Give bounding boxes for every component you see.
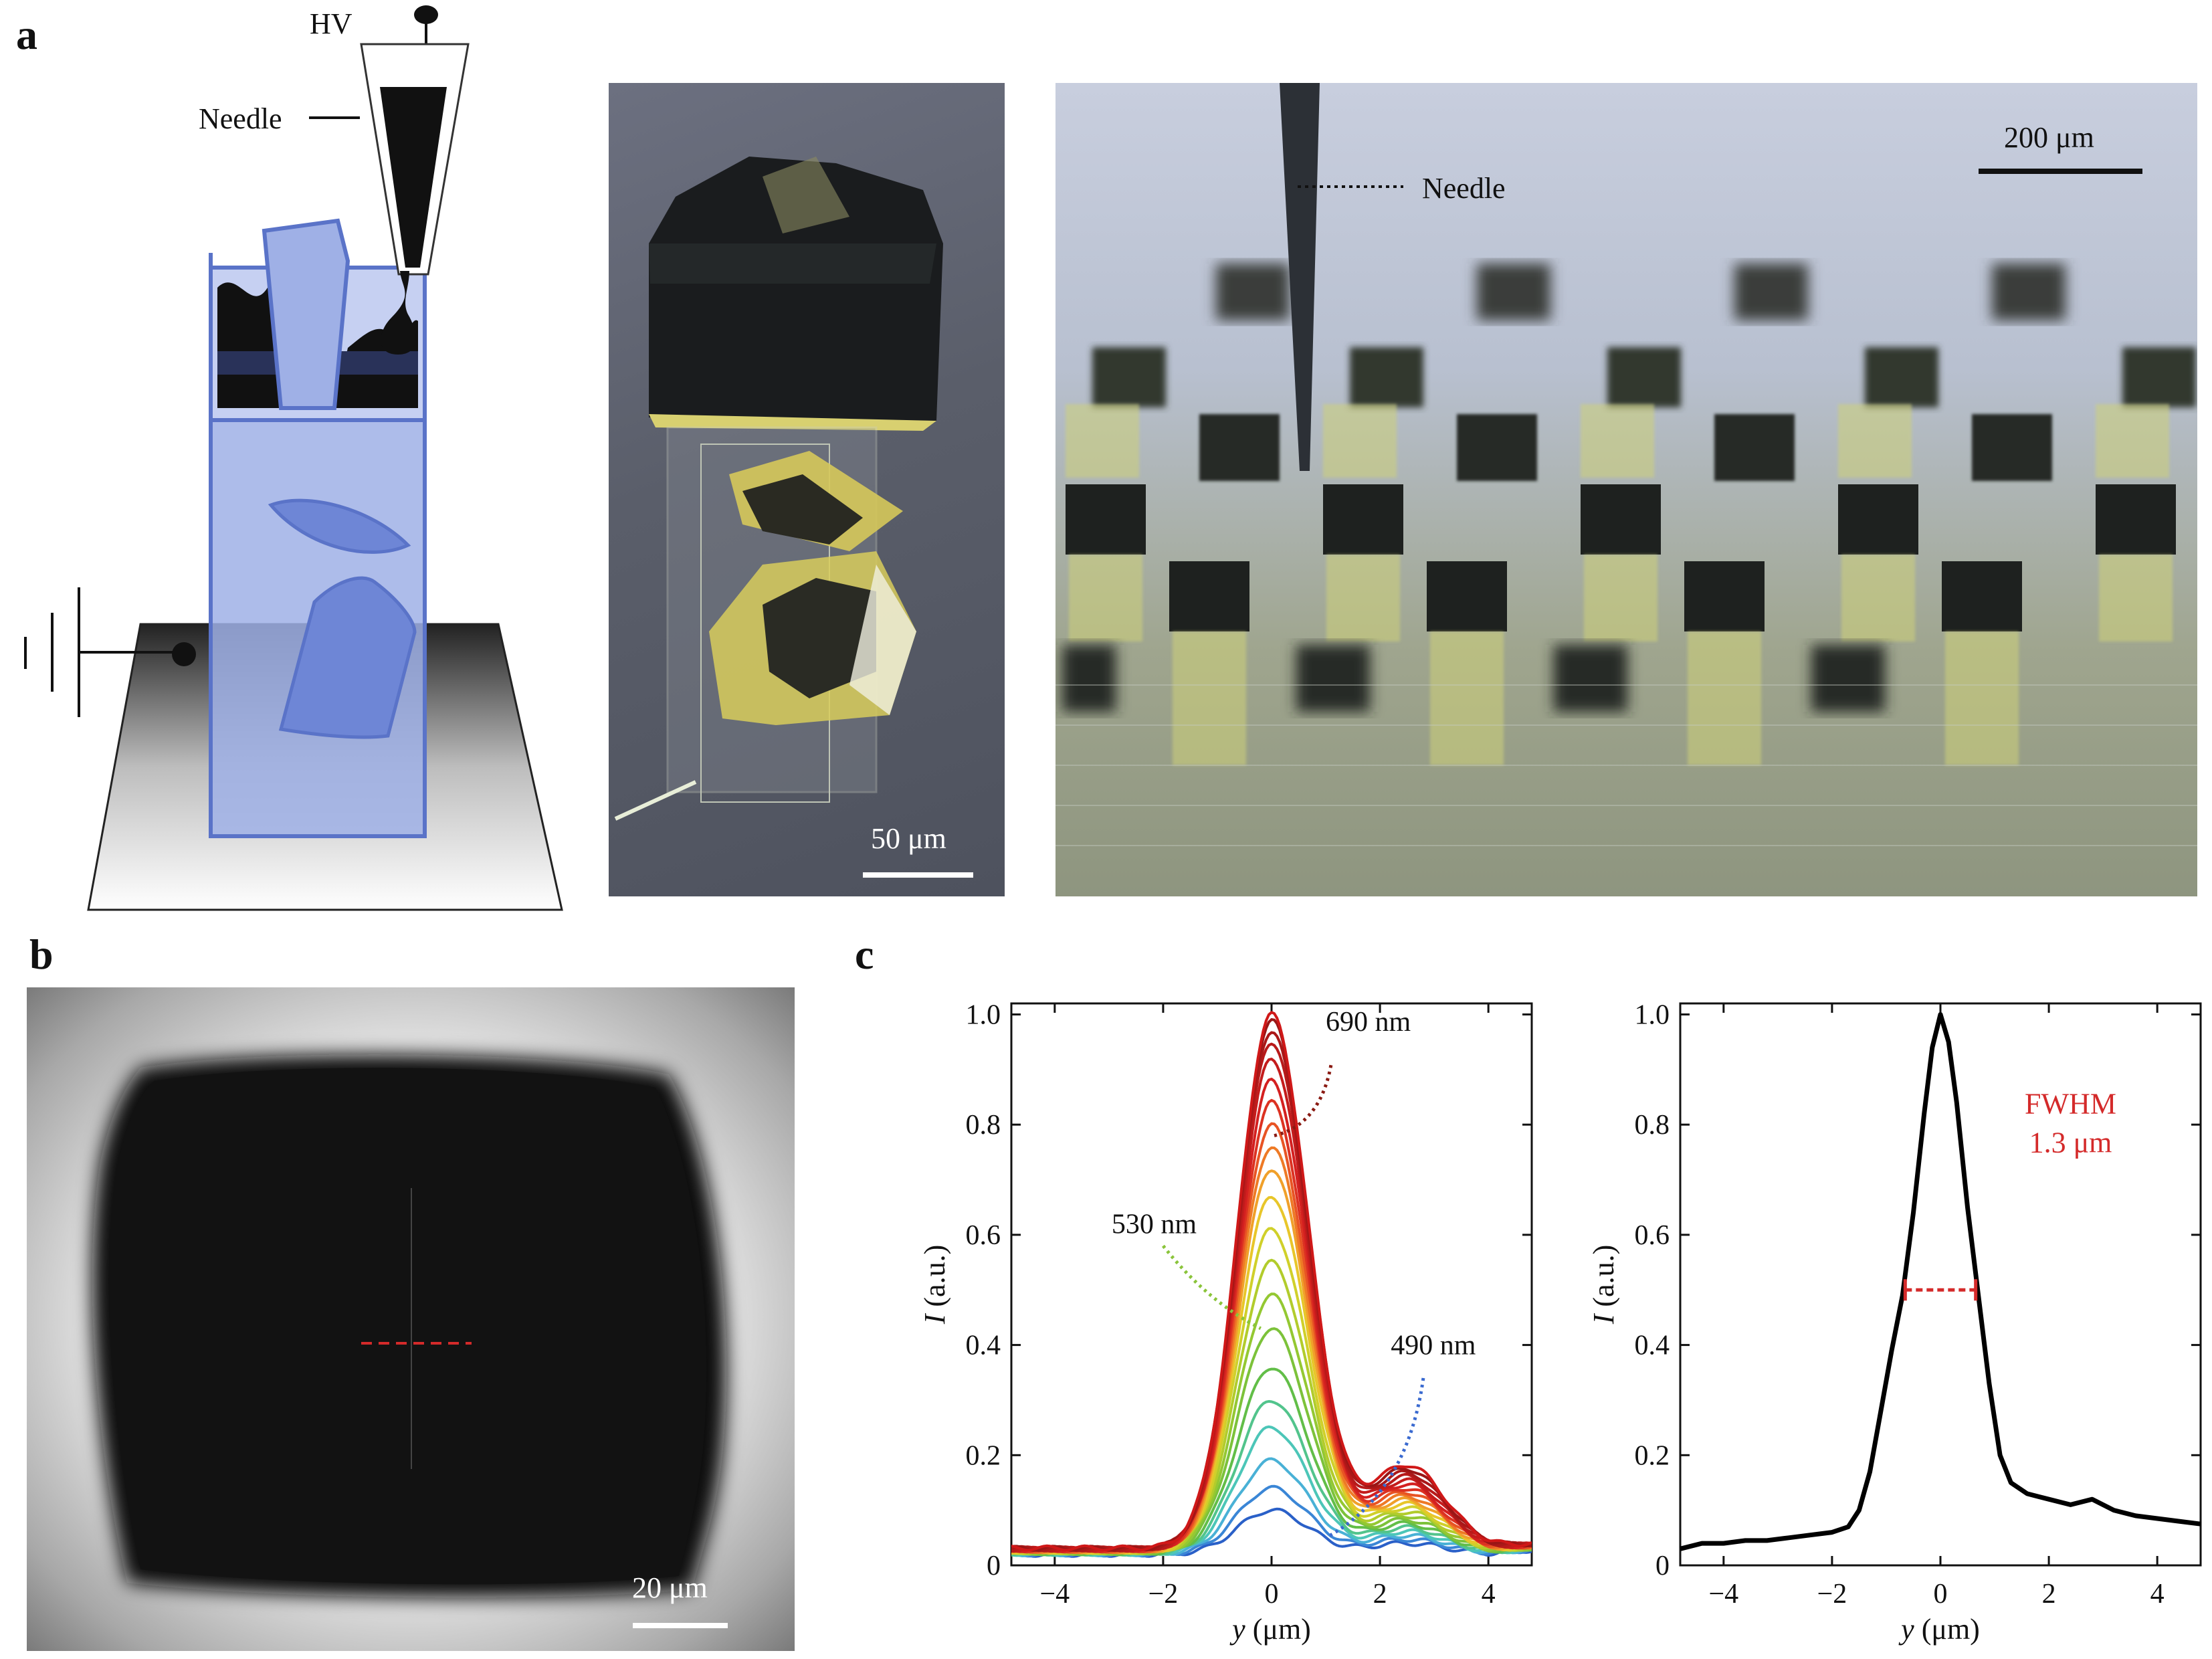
spectral-series-line — [1011, 1078, 1532, 1553]
needle-icon — [360, 5, 470, 355]
x-tick-label: 0 — [1934, 1579, 1948, 1609]
x-axis-label: y (μm) — [1898, 1613, 1980, 1646]
y-tick-label: 0 — [987, 1551, 1001, 1581]
x-tick-label: −2 — [1148, 1579, 1179, 1609]
x-axis-label: y (μm) — [1229, 1613, 1311, 1646]
y-tick-label: 0.6 — [1635, 1220, 1670, 1251]
annotation-490nm-leader — [1324, 1377, 1425, 1540]
spectral-profile-chart: −4 −2 0 2 4 0 0.2 0.4 0.6 0.8 1.0 y (μm) I (a.u.) 690… — [918, 999, 1533, 1646]
x-tick-label: −4 — [1708, 1579, 1738, 1609]
fwhm-profile-chart: −4 −2 0 2 4 0 0.2 0.4 0.6 0.8 1.0 y (μm) I (a.u.) FWH… — [1587, 999, 2202, 1646]
profile-line — [1680, 1012, 2201, 1551]
spectral-series-line — [1011, 1227, 1532, 1555]
x-tick-label: 2 — [2042, 1579, 2056, 1609]
spectral-series-line — [1011, 1058, 1532, 1553]
array-needle-icon — [1280, 83, 1320, 471]
y-tick-label: 0.8 — [966, 1110, 1001, 1141]
y-tick-label: 0.2 — [966, 1440, 1001, 1471]
spectral-series-line — [1011, 1011, 1532, 1552]
y-tick-label: 0.8 — [1635, 1110, 1670, 1141]
y-tick-label: 1.0 — [966, 999, 1001, 1030]
array-scale-bar — [1979, 169, 2142, 174]
y-tick-label: 0.4 — [1635, 1331, 1670, 1361]
crystal-micrograph: 50 μm — [609, 83, 1005, 896]
x-tick-label: −2 — [1817, 1579, 1847, 1609]
annotation-530nm: 530 nm — [1112, 1209, 1197, 1240]
annotation-530nm-leader — [1161, 1244, 1262, 1331]
y-tick-label: 0 — [1655, 1551, 1670, 1581]
spectral-curves — [1011, 1011, 1532, 1558]
spectral-series-line — [1011, 1042, 1532, 1553]
schematic-needle-label: Needle — [199, 102, 282, 135]
plot-frame — [1010, 1002, 1533, 1567]
spectral-series-line — [1011, 1098, 1532, 1554]
plot-frame — [1679, 1002, 2202, 1567]
y-tick-label: 1.0 — [1635, 999, 1670, 1030]
array-scale-label: 200 μm — [2004, 121, 2094, 154]
x-tick-label: 2 — [1373, 1579, 1387, 1609]
hv-label: HV — [310, 7, 353, 40]
crystal-scale-bar — [863, 872, 973, 878]
y-axis-label: I (a.u.) — [918, 1245, 951, 1325]
x-tick-label: 4 — [2150, 1579, 2165, 1609]
annotation-690nm: 690 nm — [1326, 1007, 1411, 1038]
y-tick-label: 0.2 — [1635, 1440, 1670, 1471]
panel-label-c: c — [855, 931, 874, 978]
fiber-scale-bar — [633, 1623, 728, 1628]
crystal-scale-label: 50 μm — [871, 822, 946, 855]
fwhm-label: FWHM — [2025, 1088, 2116, 1120]
fiber-micrograph: 20 μm — [27, 987, 795, 1651]
y-tick-label: 0.6 — [966, 1220, 1001, 1251]
spectral-series-line — [1011, 1031, 1532, 1553]
fwhm-value: 1.3 μm — [2029, 1127, 2112, 1159]
annotation-490nm: 490 nm — [1391, 1331, 1476, 1361]
x-tick-label: −4 — [1039, 1579, 1070, 1609]
x-tick-label: 4 — [1482, 1579, 1496, 1609]
y-tick-label: 0.4 — [966, 1331, 1001, 1361]
y-axis-label: I (a.u.) — [1587, 1245, 1620, 1325]
panel-label-a: a — [16, 11, 37, 58]
panel-label-b: b — [29, 931, 54, 978]
x-tick-label: 0 — [1265, 1579, 1279, 1609]
spectral-series-line — [1011, 1195, 1532, 1555]
array-micrograph: Needle 200 μm — [1055, 83, 2197, 896]
ground-symbol-icon — [24, 587, 196, 717]
array-needle-label: Needle — [1422, 172, 1506, 205]
schematic-diagram — [24, 5, 563, 911]
fiber-scale-label: 20 μm — [632, 1571, 708, 1604]
